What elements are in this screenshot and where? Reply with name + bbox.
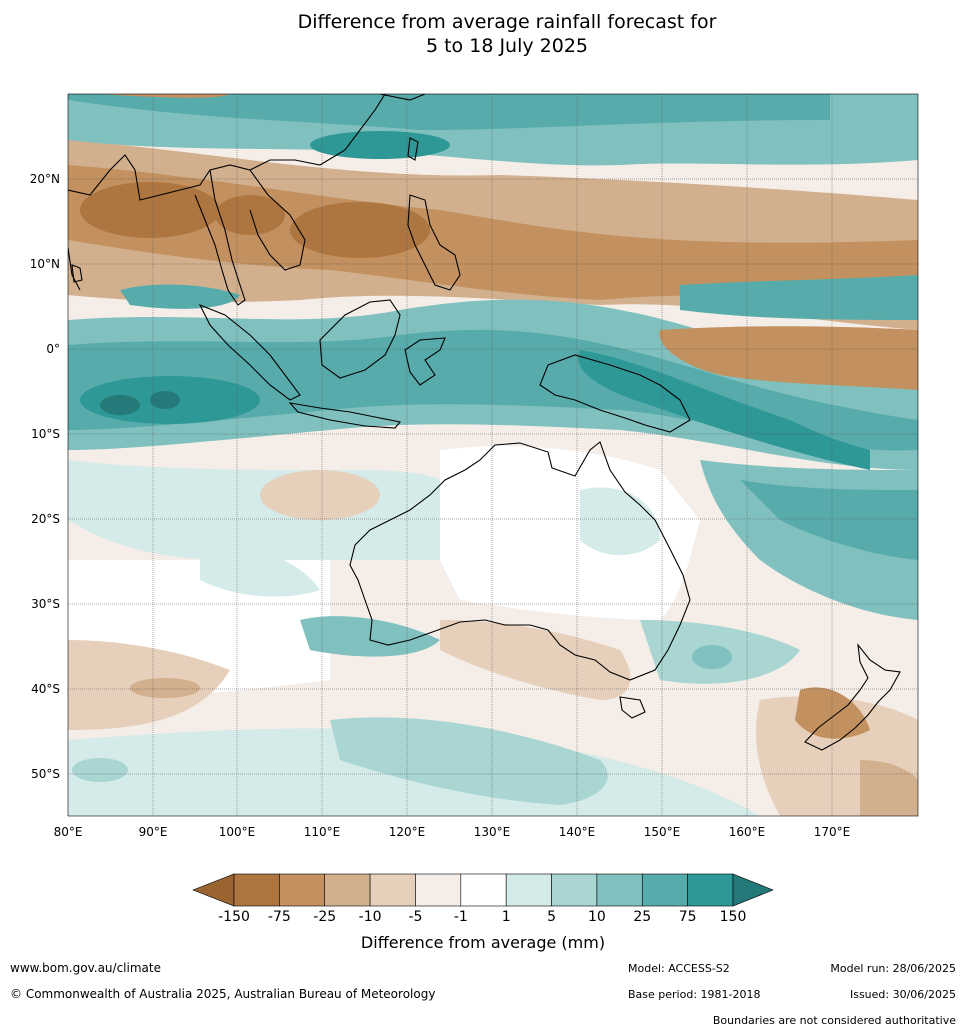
lon-label-160e: 160°E	[729, 825, 766, 839]
colorbar-tick-label: -1	[454, 909, 468, 925]
lat-label-20s: 20°S	[31, 512, 60, 526]
coastlines	[68, 94, 901, 751]
colorbar: -150 -75 -25 -10 -5 -1 1 5 10 25 75 150 Difference …	[192, 873, 774, 952]
colorbar-cell	[369, 873, 416, 907]
colorbar-cell	[551, 873, 598, 907]
colorbar-cell	[460, 873, 507, 907]
lon-label-130e: 130°E	[474, 825, 511, 839]
colorbar-cell	[233, 873, 280, 907]
model-text: Model: ACCESS-S2	[628, 962, 730, 975]
colorbar-tick-label: -150	[218, 909, 250, 925]
issued-text: Issued: 30/06/2025	[849, 988, 956, 1001]
colorbar-label: Difference from average (mm)	[361, 933, 605, 952]
colorbar-cell	[279, 873, 326, 907]
colorbar-cell	[505, 873, 552, 907]
lat-label-50s: 50°S	[31, 767, 60, 781]
colorbar-cell	[415, 873, 462, 907]
base-period-text: Base period: 1981-2018	[628, 988, 761, 1001]
lon-label-140e: 140°E	[559, 825, 596, 839]
lon-label-90e: 90°E	[139, 825, 168, 839]
lon-label-100e: 100°E	[219, 825, 256, 839]
lat-label-10s: 10°S	[31, 427, 60, 441]
lon-label-80e: 80°E	[54, 825, 83, 839]
map-title: Difference from average rainfall forecas…	[0, 10, 965, 58]
colorbar-arrow-high	[732, 873, 774, 907]
colorbar-tick-label: 25	[633, 909, 651, 925]
colorbar-tick-label: 5	[547, 909, 556, 925]
colorbar-tick-label: 1	[502, 909, 511, 925]
model-run-text: Model run: 28/06/2025	[830, 962, 956, 975]
title-line-2: 5 to 18 July 2025	[425, 35, 589, 57]
colorbar-cell	[641, 873, 688, 907]
colorbar-cell	[596, 873, 643, 907]
colorbar-tick-label: -25	[313, 909, 336, 925]
graticule	[68, 94, 918, 816]
colorbar-tick-label: 150	[720, 909, 747, 925]
title-line-1: Difference from average rainfall forecas…	[297, 11, 717, 33]
lon-label-170e: 170°E	[814, 825, 851, 839]
rainfall-anomaly-field	[68, 94, 918, 816]
copyright-text: © Commonwealth of Australia 2025, Austra…	[10, 987, 436, 1001]
colorbar-tick-label: 75	[679, 909, 697, 925]
colorbar-tick-label: -10	[359, 909, 382, 925]
colorbar-arrow-low	[192, 873, 235, 907]
boundaries-note: Boundaries are not considered authoritat…	[712, 1014, 956, 1027]
lat-label-40s: 40°S	[31, 682, 60, 696]
colorbar-tick-label: 10	[588, 909, 606, 925]
colorbar-cell	[687, 873, 734, 907]
lat-label-10n: 10°N	[30, 257, 60, 271]
lat-label-0: 0°	[46, 342, 60, 356]
lon-label-110e: 110°E	[304, 825, 341, 839]
colorbar-tick-label: -75	[268, 909, 291, 925]
lat-label-30s: 30°S	[31, 597, 60, 611]
website-link[interactable]: www.bom.gov.au/climate	[10, 961, 161, 975]
colorbar-tick-label: -5	[408, 909, 422, 925]
lon-label-120e: 120°E	[389, 825, 426, 839]
lon-label-150e: 150°E	[644, 825, 681, 839]
lat-label-20n: 20°N	[30, 172, 60, 186]
map-frame	[67, 93, 919, 817]
colorbar-cell	[324, 873, 371, 907]
